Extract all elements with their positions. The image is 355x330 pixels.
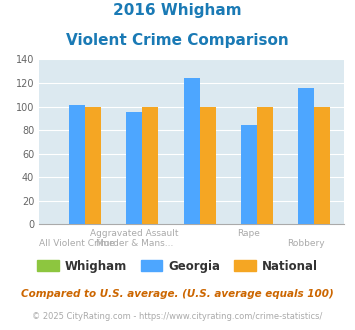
Text: Compared to U.S. average. (U.S. average equals 100): Compared to U.S. average. (U.S. average …	[21, 289, 334, 299]
Text: Murder & Mans...: Murder & Mans...	[95, 239, 173, 248]
Bar	[142, 107, 158, 224]
Text: Robbery: Robbery	[288, 239, 325, 248]
Bar	[257, 107, 273, 224]
Bar	[200, 107, 216, 224]
Text: Aggravated Assault: Aggravated Assault	[90, 229, 179, 238]
Bar	[85, 107, 101, 224]
Bar	[298, 88, 315, 224]
Text: Rape: Rape	[237, 229, 261, 238]
Legend: Whigham, Georgia, National: Whigham, Georgia, National	[33, 255, 322, 278]
Bar	[69, 105, 85, 224]
Text: All Violent Crime: All Violent Crime	[39, 239, 115, 248]
Text: 2016 Whigham: 2016 Whigham	[113, 3, 242, 18]
Text: © 2025 CityRating.com - https://www.cityrating.com/crime-statistics/: © 2025 CityRating.com - https://www.city…	[32, 312, 323, 321]
Bar	[315, 107, 331, 224]
Bar	[241, 125, 257, 224]
Text: Violent Crime Comparison: Violent Crime Comparison	[66, 33, 289, 48]
Bar	[184, 78, 200, 224]
Bar	[126, 113, 142, 224]
